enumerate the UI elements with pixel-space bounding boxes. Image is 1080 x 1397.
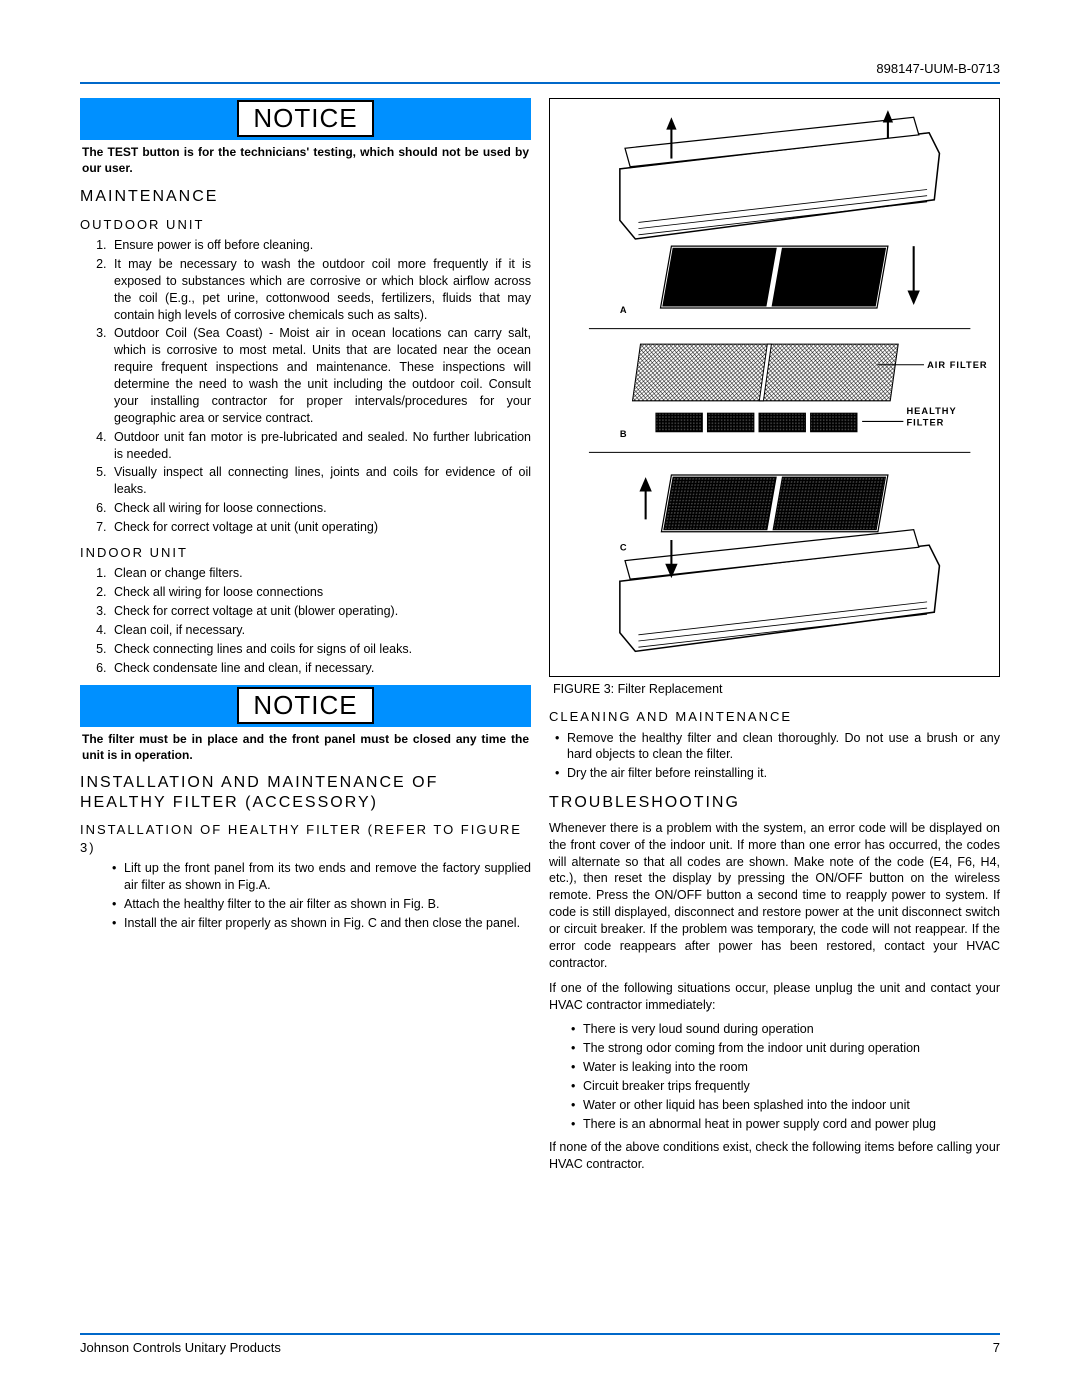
list-item: It may be necessary to wash the outdoor … [110, 256, 531, 324]
list-item: Check for correct voltage at unit (blowe… [110, 603, 531, 620]
list-item: Outdoor Coil (Sea Coast) - Moist air in … [110, 325, 531, 426]
cleaning-maintenance-heading: CLEANING AND MAINTENANCE [549, 708, 1000, 726]
healthy-filter-heading: INSTALLATION AND MAINTENANCE OF HEALTHY … [80, 773, 531, 813]
doc-number: 898147-UUM-B-0713 [876, 61, 1000, 76]
troubleshooting-para-3: If none of the above conditions exist, c… [549, 1139, 1000, 1173]
svg-text:FILTER: FILTER [906, 417, 944, 427]
list-item: Clean or change filters. [110, 565, 531, 582]
list-item: Ensure power is off before cleaning. [110, 237, 531, 254]
list-item: Check condensate line and clean, if nece… [110, 660, 531, 677]
notice-text-1: The TEST button is for the technicians' … [82, 144, 529, 176]
footer-page-number: 7 [993, 1339, 1000, 1357]
list-item: Check all wiring for loose connections [110, 584, 531, 601]
document-header: 898147-UUM-B-0713 [80, 60, 1000, 84]
list-item: There is an abnormal heat in power suppl… [583, 1116, 1000, 1133]
maintenance-heading: MAINTENANCE [80, 186, 531, 208]
cleaning-maintenance-list: Remove the healthy filter and clean thor… [549, 730, 1000, 783]
figure-3-box: A [549, 98, 1000, 678]
svg-text:A: A [620, 305, 628, 315]
list-item: Install the air filter properly as shown… [124, 915, 531, 932]
svg-text:B: B [620, 428, 628, 438]
list-item: Dry the air filter before reinstalling i… [567, 765, 1000, 782]
notice-bar-2: NOTICE [80, 685, 531, 727]
notice-bar-1: NOTICE [80, 98, 531, 140]
list-item: Visually inspect all connecting lines, j… [110, 464, 531, 498]
list-item: There is very loud sound during operatio… [583, 1021, 1000, 1038]
right-column: A [549, 98, 1000, 1181]
list-item: Attach the healthy filter to the air fil… [124, 896, 531, 913]
left-column: NOTICE The TEST button is for the techni… [80, 98, 531, 1181]
page-footer: Johnson Controls Unitary Products 7 [80, 1333, 1000, 1357]
footer-company: Johnson Controls Unitary Products [80, 1339, 281, 1357]
list-item: Check connecting lines and coils for sig… [110, 641, 531, 658]
list-item: The strong odor coming from the indoor u… [583, 1040, 1000, 1057]
notice-label-2: NOTICE [237, 687, 373, 724]
list-item: Circuit breaker trips frequently [583, 1078, 1000, 1095]
notice-label-1: NOTICE [237, 100, 373, 137]
healthy-filter-label: HEALTHY [906, 406, 956, 416]
list-item: Lift up the front panel from its two end… [124, 860, 531, 894]
outdoor-unit-list: Ensure power is off before cleaning. It … [80, 237, 531, 536]
install-healthy-filter-list: Lift up the front panel from its two end… [80, 860, 531, 932]
svg-text:C: C [620, 542, 628, 552]
troubleshooting-para-1: Whenever there is a problem with the sys… [549, 820, 1000, 972]
air-filter-label: AIR FILTER [927, 359, 988, 369]
list-item: Water is leaking into the room [583, 1059, 1000, 1076]
list-item: Clean coil, if necessary. [110, 622, 531, 639]
two-column-layout: NOTICE The TEST button is for the techni… [80, 98, 1000, 1181]
page: 898147-UUM-B-0713 NOTICE The TEST button… [0, 0, 1080, 1220]
list-item: Check all wiring for loose connections. [110, 500, 531, 517]
list-item: Remove the healthy filter and clean thor… [567, 730, 1000, 764]
install-healthy-filter-heading: INSTALLATION OF HEALTHY FILTER (REFER TO… [80, 821, 531, 856]
indoor-unit-heading: INDOOR UNIT [80, 544, 531, 562]
filter-replacement-diagram: A [558, 107, 991, 664]
list-item: Water or other liquid has been splashed … [583, 1097, 1000, 1114]
notice-text-2: The filter must be in place and the fron… [82, 731, 529, 763]
indoor-unit-list: Clean or change filters. Check all wirin… [80, 565, 531, 676]
figure-3-caption: FIGURE 3: Filter Replacement [553, 681, 1000, 698]
troubleshooting-heading: TROUBLESHOOTING [549, 792, 1000, 814]
list-item: Check for correct voltage at unit (unit … [110, 519, 531, 536]
troubleshooting-para-2: If one of the following situations occur… [549, 980, 1000, 1014]
list-item: Outdoor unit fan motor is pre-lubricated… [110, 429, 531, 463]
troubleshooting-situations-list: There is very loud sound during operatio… [549, 1021, 1000, 1132]
outdoor-unit-heading: OUTDOOR UNIT [80, 216, 531, 234]
